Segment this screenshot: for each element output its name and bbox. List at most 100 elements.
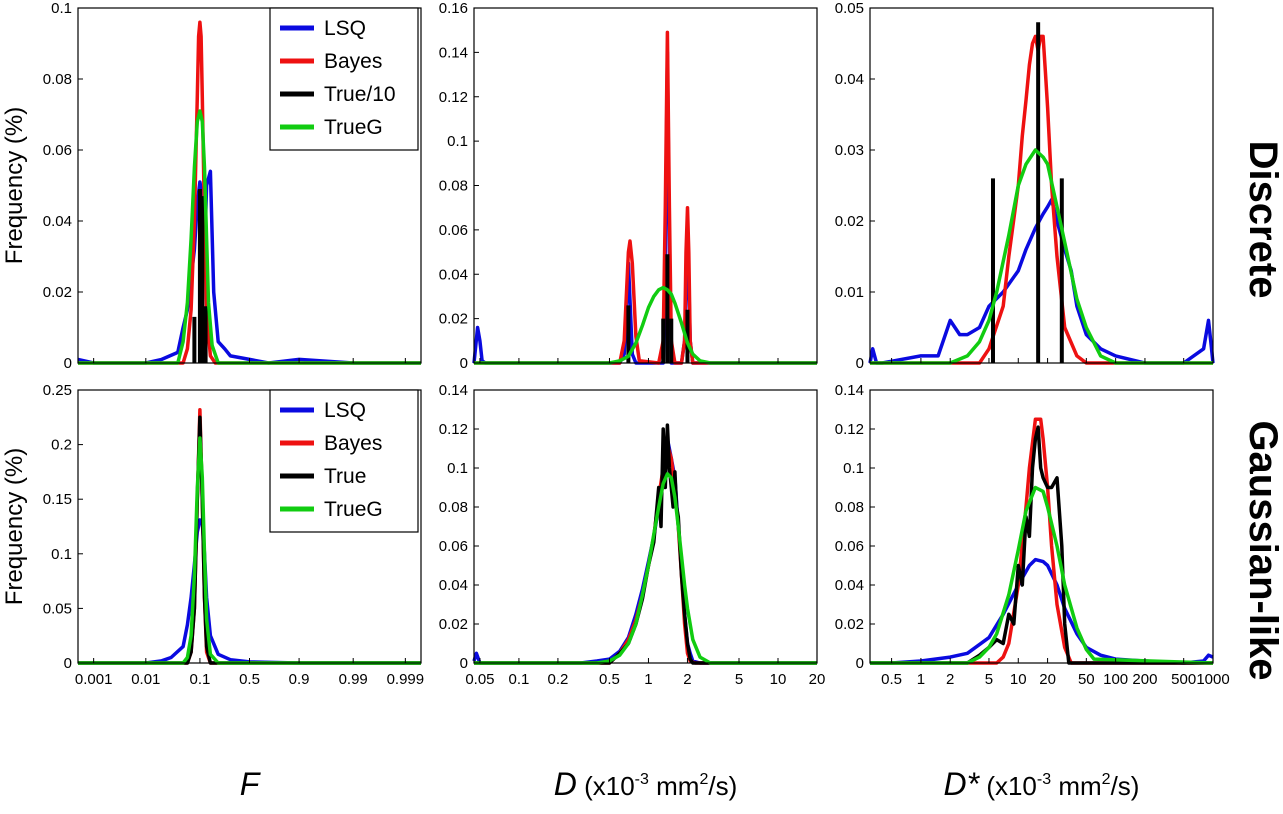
y-tick-label: 0.1	[51, 546, 72, 563]
series-trueg-line	[78, 109, 421, 365]
y-tick-label: 0.14	[439, 44, 468, 61]
x-tick-label: 0.5	[599, 671, 620, 688]
legend-label: Bayes	[324, 432, 382, 455]
x-axis-label-part	[577, 771, 584, 801]
series-bayes-line	[474, 30, 817, 365]
legend-label: Bayes	[324, 50, 382, 73]
axes-frame	[473, 7, 818, 364]
series-trueg-line	[474, 285, 817, 365]
row-label-discrete: Discrete	[1241, 141, 1283, 299]
panel-discrete-f: 0 0.02 0.04 0.06 0.08 0.1 Frequency (%) LSQ Baye…	[1, 0, 422, 372]
x-tick-label: 20	[809, 671, 826, 688]
y-tick-label: 0.06	[835, 538, 864, 555]
y-tick-label: 0	[64, 355, 72, 372]
y-tick-label: 0	[856, 655, 864, 672]
panel-gaussian-like-f: 0 0.05 0.1 0.15 0.2 0.25 0.001 0.01 0.1 0.5 0.9 0.9…	[1, 382, 424, 688]
series-lsq-line	[77, 169, 421, 365]
y-tick-label: 0.1	[447, 460, 468, 477]
x-tick-label: 5	[735, 671, 743, 688]
series-lsq-line	[870, 557, 1214, 665]
x-tick-label: 0.2	[547, 671, 568, 688]
y-tick-label: 0.06	[439, 538, 468, 555]
y-tick-label: 0.2	[51, 437, 72, 454]
x-tick-label: 50	[1078, 671, 1095, 688]
x-tick-label: 0.999	[387, 671, 425, 688]
y-tick-label: 0.1	[843, 460, 864, 477]
x-axis-label-part: -3	[1037, 771, 1051, 788]
x-tick-label: 1000	[1196, 671, 1229, 688]
x-axis-label-part: D	[554, 766, 577, 802]
y-tick-label: 0.12	[439, 421, 468, 438]
series-lsq-line	[78, 518, 421, 665]
x-axis-label-dstar: D* (x10-3 mm2/s)	[944, 766, 1140, 802]
y-tick-label: 0.08	[439, 499, 468, 516]
series-bayes-line	[78, 20, 421, 365]
y-tick-label: 0.04	[835, 71, 864, 88]
x-axis-label-part: /s)	[1111, 771, 1140, 801]
x-tick-label: 10	[770, 671, 787, 688]
x-tick-label: 0.5	[239, 671, 260, 688]
series-true-line	[474, 423, 817, 665]
axes-frame	[473, 389, 818, 664]
series-trueg-line	[474, 472, 817, 665]
x-axis-label-part	[979, 771, 986, 801]
y-tick-label: 0.05	[43, 600, 72, 617]
x-axis-label-d: D (x10-3 mm2/s)	[554, 766, 738, 802]
y-tick-label: 0	[64, 655, 72, 672]
y-tick-label: 0.01	[835, 284, 864, 301]
x-tick-label: 5	[985, 671, 993, 688]
x-axis-label-part: mm	[649, 771, 700, 801]
series-lsq-line	[472, 437, 817, 665]
y-tick-label: 0.06	[439, 222, 468, 239]
y-tick-label: 0.16	[439, 0, 468, 17]
legend-label: LSQ	[324, 399, 366, 422]
legend: LSQ Bayes True/10 TrueG	[269, 7, 419, 151]
legend: LSQ Bayes True TrueG	[269, 389, 419, 533]
y-tick-label: 0.02	[439, 311, 468, 328]
series-trueg-line	[870, 485, 1214, 665]
panel-discrete-dstar: 0 0.01 0.02 0.03 0.04 0.05	[835, 0, 1215, 372]
series-bayes-line	[870, 417, 1213, 665]
y-tick-label: 0	[856, 355, 864, 372]
x-tick-label: 0.05	[465, 671, 494, 688]
y-tick-label: 0.02	[835, 213, 864, 230]
x-tick-label: 2	[946, 671, 954, 688]
y-tick-label: 0.1	[447, 133, 468, 150]
y-tick-label: 0.02	[835, 616, 864, 633]
legend-label: LSQ	[324, 17, 366, 40]
x-axis-label-part: (x10	[584, 771, 635, 801]
x-tick-label: 0.1	[508, 671, 529, 688]
row-label-gaussian-like: Gaussian-like	[1241, 420, 1283, 680]
y-tick-label: 0.02	[439, 616, 468, 633]
y-tick-label: 0.04	[439, 266, 468, 283]
y-tick-label: 0.04	[835, 577, 864, 594]
y-tick-label: 0.12	[835, 421, 864, 438]
x-axis-label-part: -3	[635, 771, 649, 788]
y-tick-label: 0.04	[439, 577, 468, 594]
series-true-line	[870, 425, 1213, 665]
axes-frame	[869, 7, 1214, 364]
legend-label: TrueG	[324, 498, 383, 521]
x-tick-label: 0.99	[339, 671, 368, 688]
axes-frame	[869, 389, 1214, 664]
x-tick-label: 200	[1132, 671, 1157, 688]
y-tick-label: 0	[460, 355, 468, 372]
x-axis-label-part: 2	[1102, 771, 1111, 788]
x-tick-label: 500	[1171, 671, 1196, 688]
legend-label: True/10	[324, 83, 396, 106]
y-tick-label: 0	[460, 655, 468, 672]
x-axis-label-part: (x10	[986, 771, 1037, 801]
series-bayes-line	[870, 34, 1213, 365]
x-tick-label: 100	[1103, 671, 1128, 688]
x-tick-label: 2	[683, 671, 691, 688]
y-axis-label: Frequency (%)	[1, 107, 28, 264]
y-tick-label: 0.02	[43, 284, 72, 301]
x-axis-label-part: mm	[1051, 771, 1102, 801]
y-tick-label: 0.05	[835, 0, 864, 17]
x-tick-label: 0.1	[189, 671, 210, 688]
x-tick-label: 10	[1010, 671, 1027, 688]
x-tick-label: 0.01	[131, 671, 160, 688]
y-tick-label: 0.04	[43, 213, 72, 230]
y-tick-label: 0.14	[835, 382, 864, 399]
